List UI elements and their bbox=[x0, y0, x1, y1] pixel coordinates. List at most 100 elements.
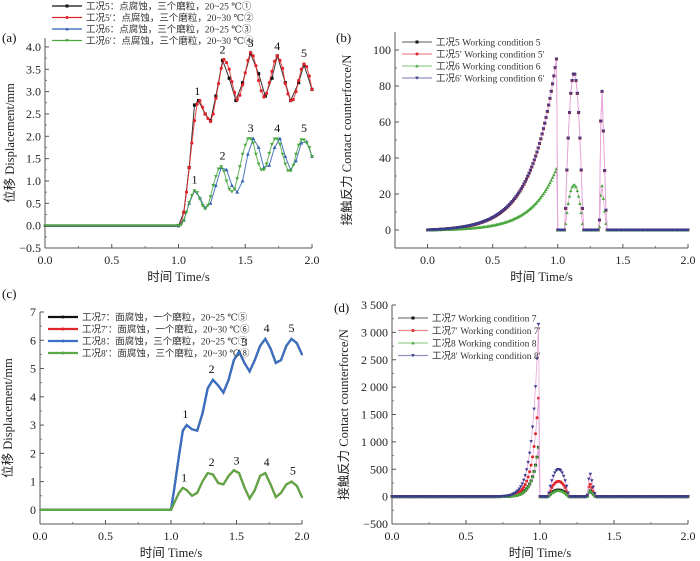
data-point bbox=[558, 469, 563, 473]
y-tick-label: 2.0 bbox=[26, 129, 41, 143]
legend-marker bbox=[65, 39, 69, 43]
data-point bbox=[136, 224, 140, 228]
data-point bbox=[65, 509, 67, 511]
data-point bbox=[91, 509, 94, 511]
data-point bbox=[592, 492, 597, 496]
y-tick-label: 0 bbox=[382, 490, 388, 504]
data-point bbox=[189, 193, 194, 198]
data-point bbox=[227, 67, 231, 71]
data-point bbox=[83, 509, 86, 511]
data-point bbox=[177, 455, 180, 458]
data-point bbox=[587, 477, 591, 481]
data-point bbox=[254, 152, 258, 157]
data-point bbox=[224, 179, 229, 183]
data-point bbox=[285, 483, 288, 486]
data-point bbox=[176, 224, 181, 228]
legend-entry: 工况5：点腐蚀，三个磨粒，20~25 ℃① bbox=[86, 1, 252, 13]
data-point bbox=[523, 483, 527, 487]
data-point bbox=[86, 509, 88, 511]
peak-annotation: 5 bbox=[301, 46, 307, 60]
data-point bbox=[528, 168, 533, 173]
chart-b: (b) 0.0 0.5 1.0 1.5 2.0 0 20 40 60 80 100 时间 Time/s 接… bbox=[336, 30, 696, 284]
data-point bbox=[520, 487, 524, 491]
data-point bbox=[149, 509, 151, 511]
data-point bbox=[533, 385, 538, 389]
data-point bbox=[527, 482, 532, 486]
data-point bbox=[269, 347, 272, 350]
x-axis-label: 时间 Time/s bbox=[140, 546, 203, 560]
data-point bbox=[523, 180, 528, 184]
data-point bbox=[190, 428, 193, 431]
y-tick-label: 4 bbox=[30, 390, 36, 404]
data-point bbox=[117, 509, 120, 511]
legend-entry: 工况7′：面腐蚀，一个磨粒，20~30 ℃⑥ bbox=[82, 324, 250, 336]
series-0 bbox=[43, 52, 314, 228]
y-tick-label: 1 500 bbox=[361, 408, 388, 422]
data-point bbox=[310, 154, 314, 159]
data-point bbox=[240, 179, 245, 183]
data-point bbox=[305, 64, 309, 69]
data-point bbox=[195, 191, 200, 195]
data-point bbox=[552, 173, 556, 177]
data-point bbox=[294, 152, 298, 157]
data-point bbox=[278, 136, 282, 140]
peak-annotation: 3 bbox=[248, 36, 254, 50]
peak-annotation: 2 bbox=[220, 149, 226, 163]
data-point bbox=[227, 76, 231, 80]
y-tick-label: 3.0 bbox=[26, 85, 41, 99]
data-point bbox=[290, 480, 293, 483]
data-point bbox=[526, 174, 530, 179]
data-point bbox=[64, 224, 68, 228]
legend-entry: 工况6′ Working condition 6′ bbox=[436, 74, 545, 85]
data-point bbox=[222, 483, 225, 486]
y-tick-label: 3 bbox=[30, 418, 36, 432]
data-point bbox=[537, 142, 542, 146]
y-tick-label: −0.5 bbox=[19, 241, 41, 255]
plot-area bbox=[390, 322, 690, 499]
data-point bbox=[544, 116, 548, 120]
data-point bbox=[232, 469, 235, 472]
data-point bbox=[536, 322, 541, 326]
data-point bbox=[159, 509, 162, 511]
y-axis-label: 位移 Displacement/mm bbox=[0, 358, 15, 478]
data-point bbox=[182, 210, 186, 214]
data-point bbox=[144, 509, 146, 511]
data-point bbox=[88, 224, 92, 228]
x-tick-label: 2.0 bbox=[681, 529, 696, 543]
data-point bbox=[46, 224, 50, 228]
data-point bbox=[524, 487, 529, 491]
legend-marker bbox=[61, 351, 65, 355]
data-point bbox=[107, 224, 111, 228]
data-point bbox=[524, 468, 529, 472]
data-point bbox=[295, 342, 298, 345]
data-point bbox=[158, 224, 162, 228]
data-point bbox=[527, 171, 531, 176]
data-point bbox=[112, 224, 116, 228]
data-point bbox=[214, 96, 218, 100]
data-point bbox=[563, 479, 567, 483]
data-point bbox=[104, 224, 108, 228]
data-point bbox=[39, 509, 41, 511]
y-tick-label: 2 bbox=[30, 446, 36, 460]
data-point bbox=[567, 111, 572, 115]
data-point bbox=[205, 204, 210, 208]
y-axis-label: 接触反力 Contact counterforce/N bbox=[339, 55, 354, 226]
data-point bbox=[224, 60, 229, 65]
data-point bbox=[60, 509, 62, 511]
data-point bbox=[216, 81, 221, 86]
legend-entry: 工况5′：点腐蚀，三个磨粒，20~30 ℃② bbox=[86, 12, 254, 24]
data-point bbox=[208, 195, 213, 199]
data-point bbox=[278, 142, 282, 147]
x-tick-label: 1.5 bbox=[229, 529, 244, 543]
data-point bbox=[575, 92, 580, 96]
data-point bbox=[270, 69, 274, 74]
data-point bbox=[270, 76, 274, 80]
data-point bbox=[529, 463, 533, 467]
data-point bbox=[75, 224, 79, 228]
data-point bbox=[257, 78, 261, 83]
data-point bbox=[262, 95, 266, 99]
data-point bbox=[541, 127, 546, 131]
data-point bbox=[232, 359, 235, 362]
data-point bbox=[539, 195, 543, 199]
data-point bbox=[529, 479, 533, 483]
